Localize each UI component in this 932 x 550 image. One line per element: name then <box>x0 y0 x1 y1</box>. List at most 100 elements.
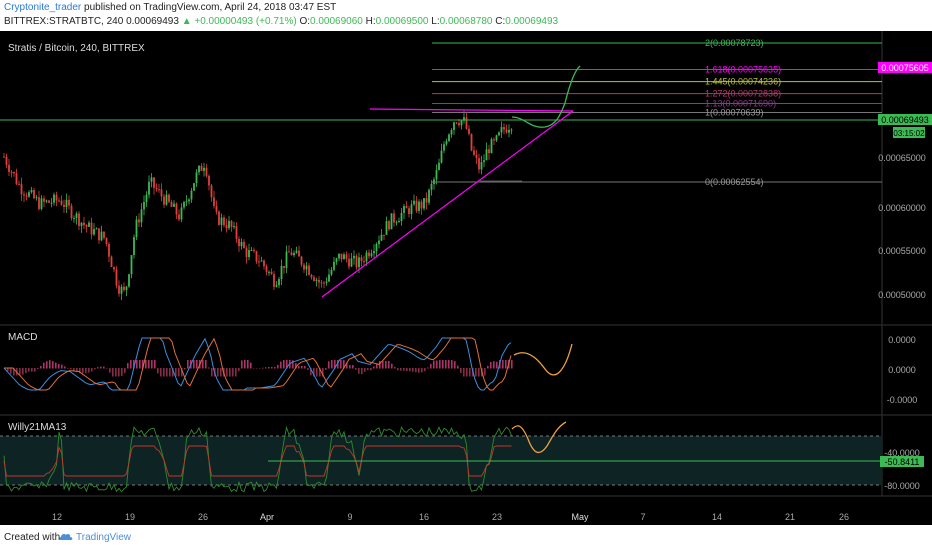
candle-body <box>340 253 343 260</box>
candle-body <box>123 286 125 291</box>
macd-histogram-bar <box>244 360 246 369</box>
candle-body <box>70 205 73 219</box>
candle-body <box>115 269 118 286</box>
macd-histogram-bar <box>268 366 270 369</box>
tradingview-link[interactable]: TradingView <box>76 532 132 543</box>
macd-histogram-bar <box>334 360 336 369</box>
candle-body <box>58 200 60 202</box>
macd-histogram-bar <box>400 368 402 371</box>
macd-histogram-bar <box>169 368 171 377</box>
candle-body <box>310 274 313 278</box>
macd-histogram-bar <box>454 361 456 369</box>
macd-histogram-bar <box>259 368 261 369</box>
macd-histogram-bar <box>184 368 186 370</box>
candle-body <box>430 183 433 190</box>
macd-histogram-bar <box>19 368 21 376</box>
macd-histogram-bar <box>217 368 219 377</box>
candle-body <box>295 250 298 253</box>
macd-histogram-bar <box>10 368 12 374</box>
price-tick: 0.00060000 <box>878 203 926 213</box>
candle-body <box>218 211 220 225</box>
candle-body <box>130 255 133 275</box>
countdown-badge <box>893 127 925 138</box>
candle-body <box>283 266 285 268</box>
macd-histogram-bar <box>163 368 165 377</box>
candle-body <box>60 200 63 205</box>
macd-histogram-bar <box>367 368 369 371</box>
macd-histogram-bar <box>154 360 156 369</box>
candle-body <box>63 204 65 207</box>
macd-histogram-bar <box>388 360 390 369</box>
author-link[interactable]: Cryptonite_trader <box>4 2 82 13</box>
macd-histogram-bar <box>310 368 312 376</box>
candle-body <box>243 241 245 249</box>
last-price: 0.00069493 <box>126 16 179 27</box>
candle-body <box>23 194 25 196</box>
macd-histogram-bar <box>448 360 450 369</box>
candle-body <box>260 260 263 262</box>
macd-histogram-bar <box>274 366 276 369</box>
candle-body <box>370 253 373 257</box>
macd-histogram-bar <box>208 367 210 369</box>
macd-histogram-bar <box>418 368 420 373</box>
candle-body <box>505 129 508 133</box>
created-with-text: Created with <box>4 532 61 543</box>
candle-body <box>180 207 183 220</box>
candle-body <box>278 279 280 286</box>
candle-body <box>143 201 145 210</box>
macd-histogram-bar <box>256 368 258 369</box>
candle-body <box>328 274 330 282</box>
candle-body <box>200 165 203 171</box>
candle-body <box>100 231 103 241</box>
macd-histogram-bar <box>61 364 63 369</box>
candle-body <box>395 222 398 224</box>
macd-histogram-bar <box>211 368 213 377</box>
candle-body <box>188 199 190 202</box>
macd-histogram-bar <box>376 363 378 369</box>
candle-body <box>280 266 283 280</box>
candle-body <box>68 199 70 206</box>
candle-body <box>160 189 163 197</box>
macd-histogram-bar <box>82 368 84 374</box>
candle-body <box>138 219 140 223</box>
candle-body <box>20 184 23 195</box>
candle-body <box>413 200 415 205</box>
macd-histogram-bar <box>121 368 123 376</box>
candle-body <box>495 135 498 141</box>
macd-histogram-bar <box>142 360 144 369</box>
macd-histogram-bar <box>28 368 30 372</box>
candle-body <box>213 197 215 206</box>
macd-histogram-bar <box>166 368 168 377</box>
candle-body <box>193 183 195 191</box>
macd-histogram-bar <box>175 368 177 377</box>
macd-histogram-bar <box>193 360 195 369</box>
high-value: 0.00069500 <box>375 16 429 27</box>
candle-body <box>190 190 193 200</box>
candle-body <box>223 217 225 226</box>
fib-ext-price-label: 0.00075605 <box>881 63 929 73</box>
macd-histogram-bar <box>328 361 330 369</box>
macd-histogram-bar <box>487 365 489 369</box>
macd-histogram-bar <box>277 364 279 369</box>
candle-body <box>10 171 13 173</box>
macd-tick: 0.0000 <box>888 335 916 345</box>
macd-histogram-bar <box>106 367 108 369</box>
macd-histogram-bar <box>484 368 486 376</box>
macd-histogram-bar <box>355 368 357 370</box>
macd-histogram-bar <box>451 360 453 369</box>
candle-body <box>183 202 185 208</box>
macd-histogram-bar <box>73 368 75 371</box>
candle-body <box>245 248 248 258</box>
chart-area[interactable]: Stratis / Bitcoin, 240, BITTREX MACD Wil… <box>0 31 932 525</box>
macd-histogram-bar <box>187 360 189 369</box>
candle-body <box>65 199 68 207</box>
time-tick: 14 <box>712 512 722 522</box>
candle-body <box>273 274 275 287</box>
candle-body <box>98 228 100 241</box>
fib-level-label: 1.272(0.00072838) <box>705 89 781 99</box>
macd-pane-title: MACD <box>8 332 37 343</box>
candle-body <box>350 258 353 267</box>
macd-histogram-bar <box>373 366 375 369</box>
chart-canvas[interactable]: Stratis / Bitcoin, 240, BITTREX MACD Wil… <box>0 31 932 525</box>
candle-body <box>448 134 450 142</box>
